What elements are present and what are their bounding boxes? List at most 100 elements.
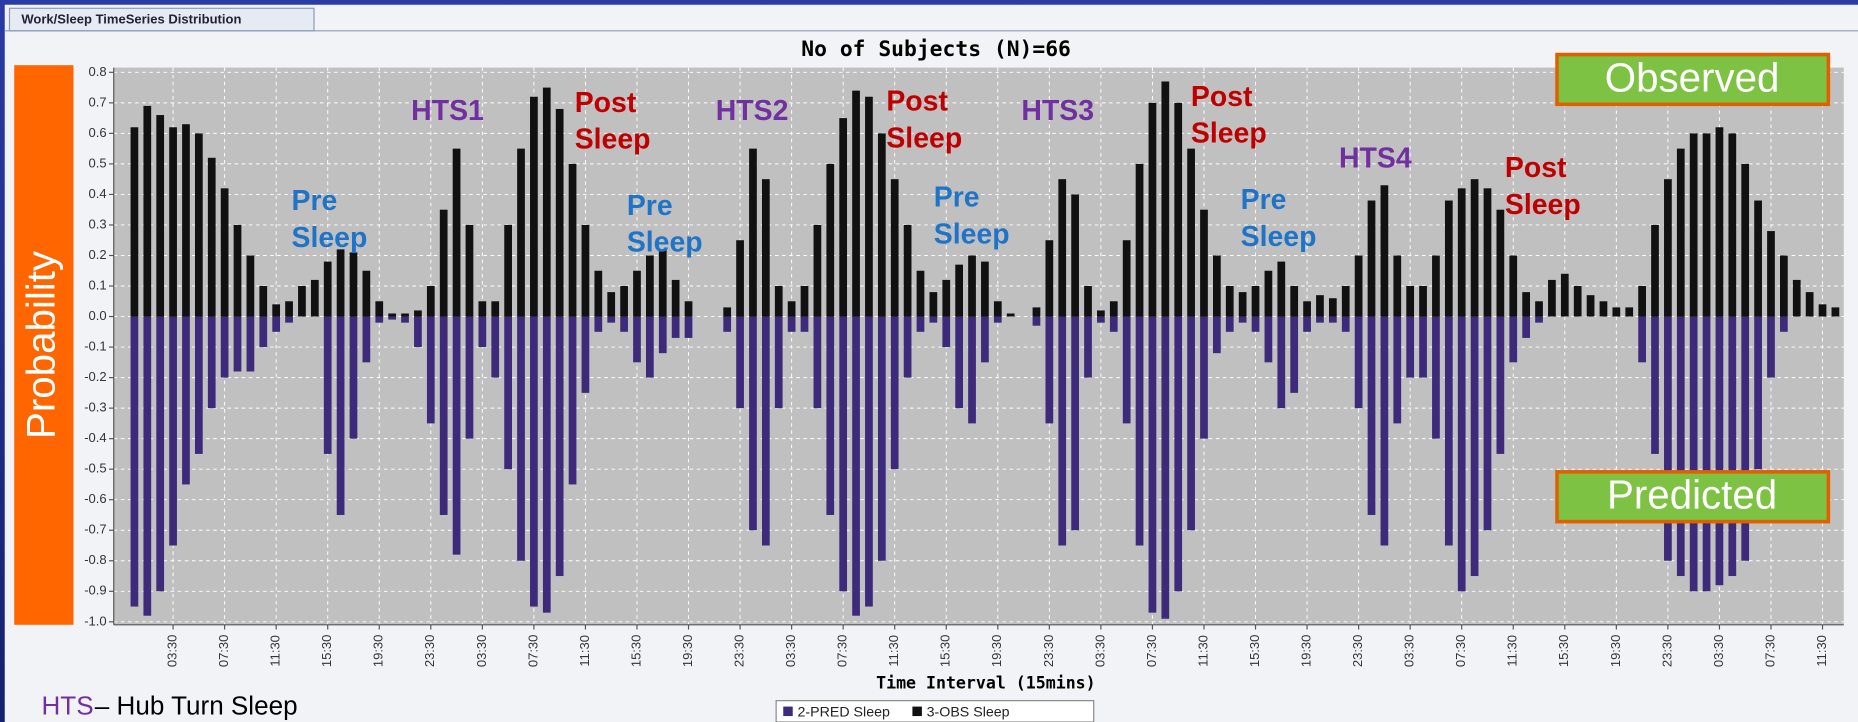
bar <box>1367 200 1376 317</box>
bar <box>1251 286 1260 317</box>
bar <box>1006 313 1015 317</box>
y-tick-label: -1.0 <box>84 613 106 628</box>
bar <box>839 118 848 317</box>
bar <box>1316 295 1324 317</box>
bar <box>813 224 822 317</box>
bar <box>1174 102 1183 317</box>
annotation: Sleep <box>627 227 703 259</box>
bar <box>1406 286 1415 317</box>
bar <box>774 316 783 409</box>
bar <box>1328 316 1337 323</box>
bar <box>916 316 925 332</box>
y-tick-label: 0.7 <box>89 94 107 109</box>
bar <box>955 316 964 409</box>
x-tick-label: 19:30 <box>371 635 386 668</box>
bar <box>555 316 564 577</box>
bar <box>156 115 165 317</box>
bar <box>581 316 590 393</box>
bar <box>942 279 951 317</box>
bar <box>671 316 680 338</box>
bar <box>1496 316 1505 454</box>
bar <box>1406 316 1415 378</box>
x-tick-label: 11:30 <box>577 635 592 667</box>
bar <box>568 163 577 317</box>
y-tick-label: 0.8 <box>89 64 107 79</box>
bar <box>1354 316 1363 409</box>
bar <box>749 316 757 531</box>
bar <box>182 316 190 485</box>
bar <box>1097 310 1105 317</box>
legend-label: 2-PRED Sleep <box>797 704 890 720</box>
x-tick-label: 07:30 <box>525 635 540 668</box>
x-tick-label: 19:30 <box>989 635 1004 668</box>
bar <box>259 286 268 317</box>
bar <box>942 316 951 348</box>
y-tick-label: 0.0 <box>89 308 107 323</box>
annotation: Pre <box>627 190 673 222</box>
bar <box>375 316 384 323</box>
bar <box>1560 273 1569 317</box>
bar <box>1251 316 1260 332</box>
bar <box>1728 316 1737 577</box>
bar <box>1689 316 1698 592</box>
bar <box>1290 286 1299 317</box>
bar <box>981 261 989 317</box>
bar <box>1586 295 1595 317</box>
bar <box>981 316 989 363</box>
bar <box>903 316 912 378</box>
bar <box>955 264 964 317</box>
bar <box>310 279 319 317</box>
y-tick-label: -0.7 <box>84 522 106 537</box>
bar <box>207 157 216 317</box>
bar <box>736 240 744 317</box>
bar <box>1393 255 1402 317</box>
bar <box>1457 188 1466 317</box>
bar <box>1135 163 1144 317</box>
bar <box>1444 316 1453 546</box>
annotation: Pre <box>291 185 337 217</box>
bar <box>349 316 358 439</box>
bar <box>1225 316 1234 332</box>
bar <box>1109 316 1118 332</box>
bar <box>826 163 835 317</box>
bar <box>968 316 976 424</box>
bar <box>1754 200 1762 317</box>
bar <box>1522 316 1531 338</box>
bar <box>761 316 770 546</box>
bar <box>542 316 551 613</box>
bar <box>336 249 345 317</box>
bar <box>1328 298 1337 317</box>
annotation: Sleep <box>934 218 1010 250</box>
x-tick-label: 07:30 <box>1453 635 1468 668</box>
bar <box>388 313 397 317</box>
bar <box>169 127 177 317</box>
x-tick-label: 11:30 <box>1814 635 1829 667</box>
bar <box>1831 307 1840 317</box>
bar <box>530 316 538 607</box>
bar <box>323 261 332 317</box>
annotation: Post <box>1191 81 1253 113</box>
x-tick-label: 03:30 <box>1092 635 1107 668</box>
bar <box>1664 316 1672 561</box>
bar <box>375 301 384 317</box>
bar <box>491 301 500 317</box>
legend <box>775 700 1095 722</box>
bar <box>465 316 474 439</box>
x-tick-label: 03:30 <box>783 635 798 668</box>
x-tick-label: 11:30 <box>268 635 283 667</box>
bar <box>1767 231 1775 317</box>
bar <box>1316 316 1324 323</box>
bar <box>130 127 139 317</box>
footnote-abbr: HTS <box>41 691 93 721</box>
bar <box>800 316 809 332</box>
bar <box>426 286 435 317</box>
bar <box>658 249 667 317</box>
bar <box>1702 316 1711 592</box>
bar <box>1496 209 1505 317</box>
bar <box>1341 316 1350 332</box>
bar <box>787 301 796 317</box>
bar <box>890 316 899 470</box>
annotation: Sleep <box>886 122 962 154</box>
annotation: Sleep <box>291 222 367 254</box>
bar <box>1483 316 1492 531</box>
